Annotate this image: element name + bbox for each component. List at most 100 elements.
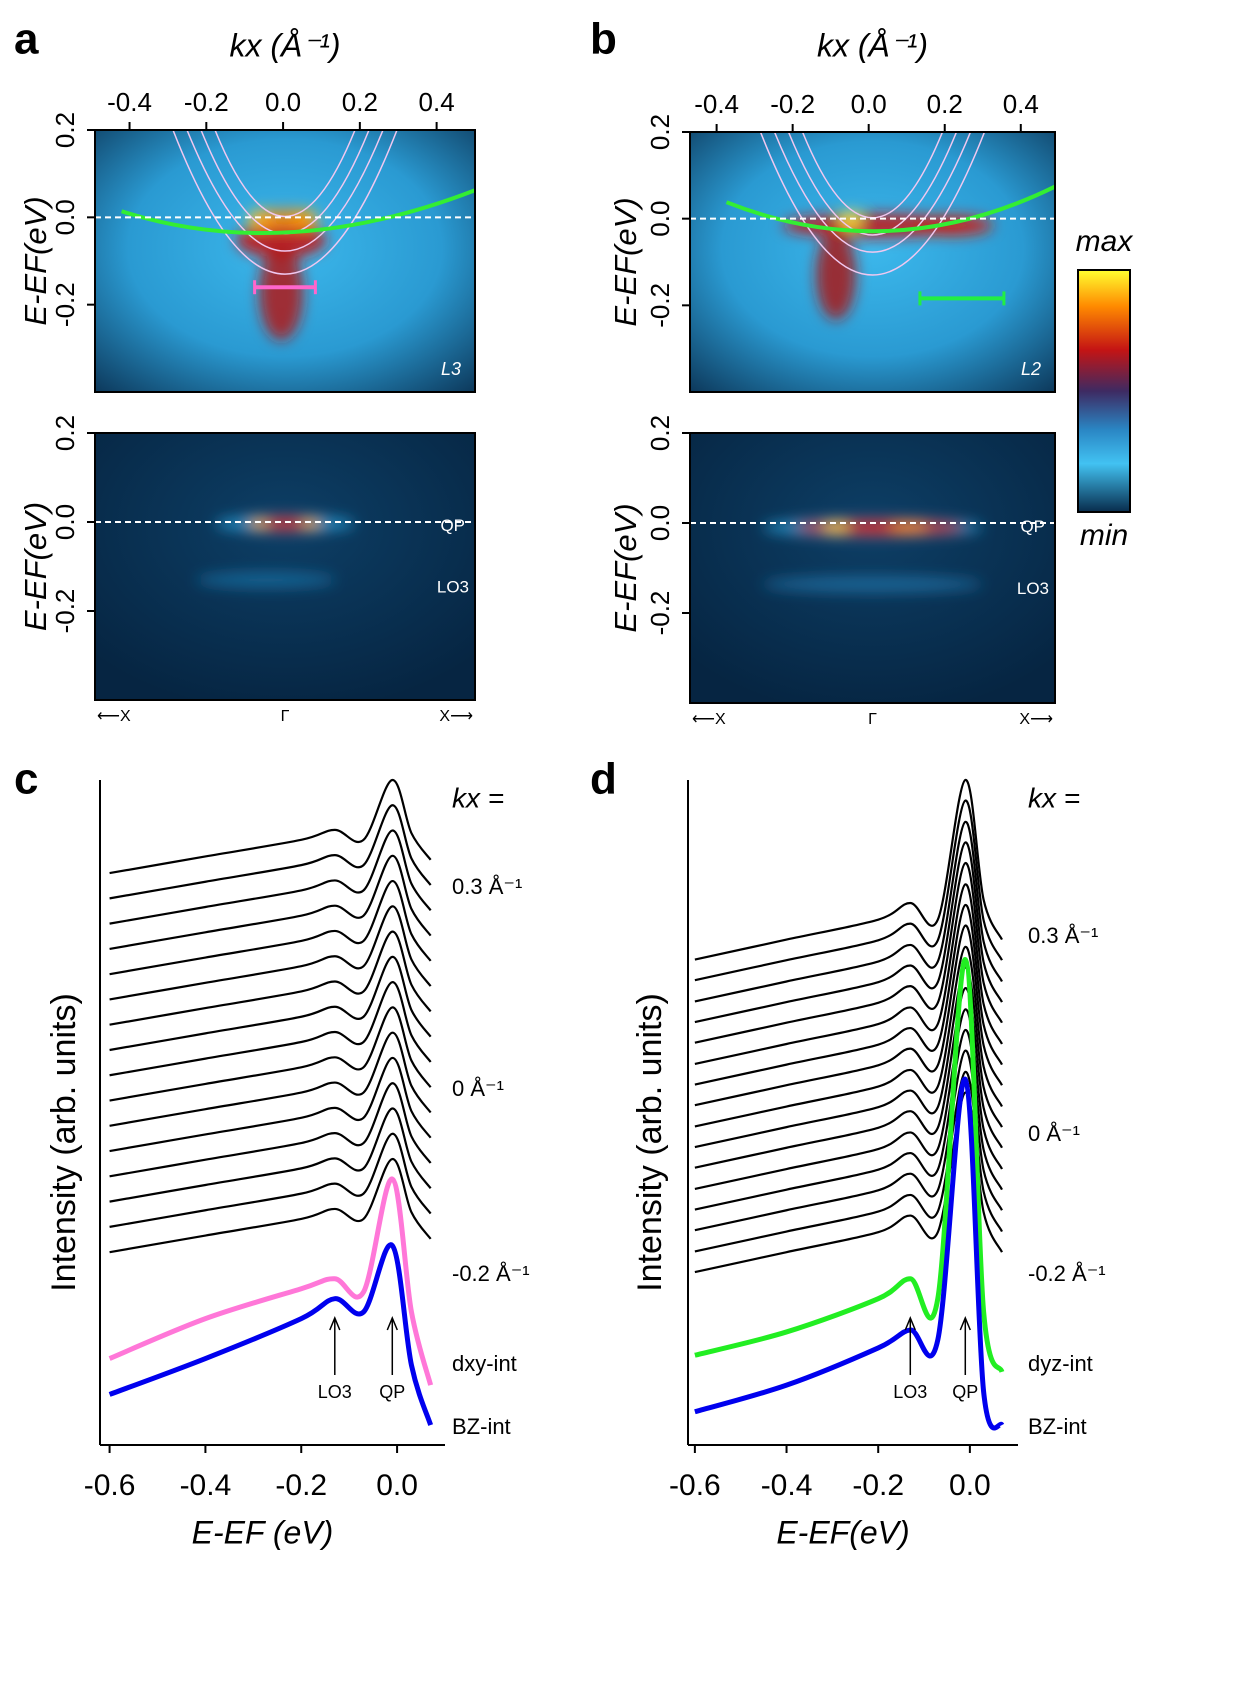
band-parabola	[172, 130, 398, 275]
overlay	[690, 132, 1055, 306]
panel-letter: d	[590, 755, 617, 804]
edc-curve	[694, 862, 1003, 1044]
edc-curve	[109, 1107, 432, 1203]
y-tick-label: 0.0	[645, 505, 675, 541]
edc-curve	[109, 1132, 432, 1228]
series-label: BZ-int	[452, 1414, 511, 1439]
y-tick-label: -0.2	[50, 589, 80, 634]
edc-curve	[694, 1008, 1003, 1191]
edc-curve	[694, 903, 1003, 1086]
x-tick-label: -0.4	[180, 1469, 232, 1502]
edc-curve	[109, 778, 432, 875]
intensity-blob	[259, 244, 304, 341]
edc-curve	[694, 987, 1003, 1169]
edc-curve	[109, 1006, 432, 1102]
edc-curve	[109, 854, 432, 950]
x-tick-label: 0.4	[1003, 89, 1039, 119]
y-tick-label: 0.2	[50, 112, 80, 148]
intensity-blob	[838, 211, 863, 230]
intensity-blob	[196, 571, 336, 588]
band-fit	[725, 184, 1055, 234]
edc-curve	[109, 1082, 432, 1178]
edc-curve	[109, 930, 432, 1026]
heatmap-intensity	[236, 209, 327, 341]
panel-frame	[689, 432, 1056, 704]
band-fit	[120, 188, 475, 236]
band-parabola	[773, 132, 972, 253]
x-axis-label: E-EF (eV)	[192, 1514, 334, 1550]
y-tick-label: -0.2	[645, 283, 675, 328]
edc-curve	[109, 879, 432, 976]
x-tick-label: -0.4	[694, 89, 739, 119]
annotation: -0.2 Å⁻¹	[1028, 1261, 1106, 1286]
band-parabola	[186, 130, 384, 252]
overlay	[95, 130, 475, 295]
integrated-edc	[694, 1076, 1005, 1431]
x-tick-label: 0.2	[927, 89, 963, 119]
y-tick-label: 0.0	[645, 201, 675, 237]
y-tick-label: 0.2	[645, 415, 675, 451]
edc-curve	[694, 924, 1003, 1107]
intensity-blob	[762, 576, 983, 593]
arrow-head	[329, 1316, 341, 1331]
bz-label: ⟵X	[692, 711, 726, 728]
intensity-blob	[248, 518, 269, 529]
edc-curve	[694, 945, 1003, 1128]
y-axis-label: Intensity (arb. units)	[45, 993, 83, 1292]
series-label: dxy-int	[452, 1351, 517, 1376]
annotation: 0.3 Å⁻¹	[1028, 923, 1098, 948]
x-axis-label: E-EF(eV)	[776, 1514, 909, 1550]
colorbar-max: max	[1076, 225, 1134, 258]
y-axis-label: E-EF(eV)	[608, 197, 643, 326]
cut-label: L3	[441, 359, 461, 379]
x-tick-label: 0.0	[265, 87, 301, 117]
panel-frame	[94, 432, 476, 701]
y-tick-label: 0.2	[50, 415, 80, 451]
heatmap-panel-group: b kx (Å⁻¹)0.20.0-0.2E-EF(eV)-0.4 -0.2 0.0 0.…	[590, 15, 1133, 729]
intensity-blob	[912, 215, 993, 236]
arrow-head	[959, 1316, 971, 1331]
edc-curve	[109, 1157, 432, 1254]
peak-label: QP	[440, 516, 465, 535]
integrated-edc	[694, 957, 1005, 1373]
y-tick-label: -0.2	[50, 282, 80, 327]
intensity-blob	[889, 522, 929, 533]
x-tick-label: 0.0	[851, 89, 887, 119]
arrow-label: QP	[952, 1382, 978, 1402]
edc-curve	[109, 905, 432, 1001]
arrow-label: LO3	[318, 1382, 352, 1402]
y-axis-label: Intensity (arb. units)	[631, 993, 669, 1292]
y-tick-label: 0.0	[50, 504, 80, 540]
x-tick-label: -0.2	[852, 1469, 904, 1502]
peak-label: LO3	[1017, 579, 1049, 598]
annotation: -0.2 Å⁻¹	[452, 1261, 530, 1286]
heatmap-panel-group: a kx (Å⁻¹)0.20.0-0.2E-EF(eV)-0.4 -0.2 0.0 0.…	[14, 15, 476, 725]
bz-label: X⟶	[1019, 711, 1053, 728]
y-tick-label: -0.2	[645, 591, 675, 636]
edc-curve	[694, 820, 1003, 1003]
annotation: 0.3 Å⁻¹	[452, 874, 522, 899]
edc-curve	[694, 1028, 1003, 1211]
x-tick-label: -0.2	[275, 1469, 327, 1502]
y-tick-label: 0.2	[645, 114, 675, 150]
edc-curve	[694, 1049, 1003, 1232]
intensity-blob	[301, 518, 322, 529]
y-axis-label: E-EF(eV)	[18, 502, 53, 631]
edc-curve	[109, 981, 432, 1077]
panel-frame	[94, 129, 476, 393]
x-tick-label: 0.4	[419, 87, 455, 117]
edc-curve	[694, 778, 1003, 961]
peak-label: QP	[1020, 517, 1045, 536]
bz-label: ⟵X	[97, 708, 131, 725]
x-tick-label: 0.0	[376, 1469, 418, 1502]
heatmap-intensity	[196, 515, 355, 588]
peak-label: LO3	[437, 577, 469, 596]
annotation: 0 Å⁻¹	[452, 1076, 504, 1101]
panel-frame	[689, 131, 1056, 393]
x-tick-label: -0.6	[84, 1469, 136, 1502]
x-tick-label: 0.0	[949, 1469, 991, 1502]
bz-label: Γ	[281, 708, 290, 725]
arrow-head	[904, 1316, 916, 1331]
